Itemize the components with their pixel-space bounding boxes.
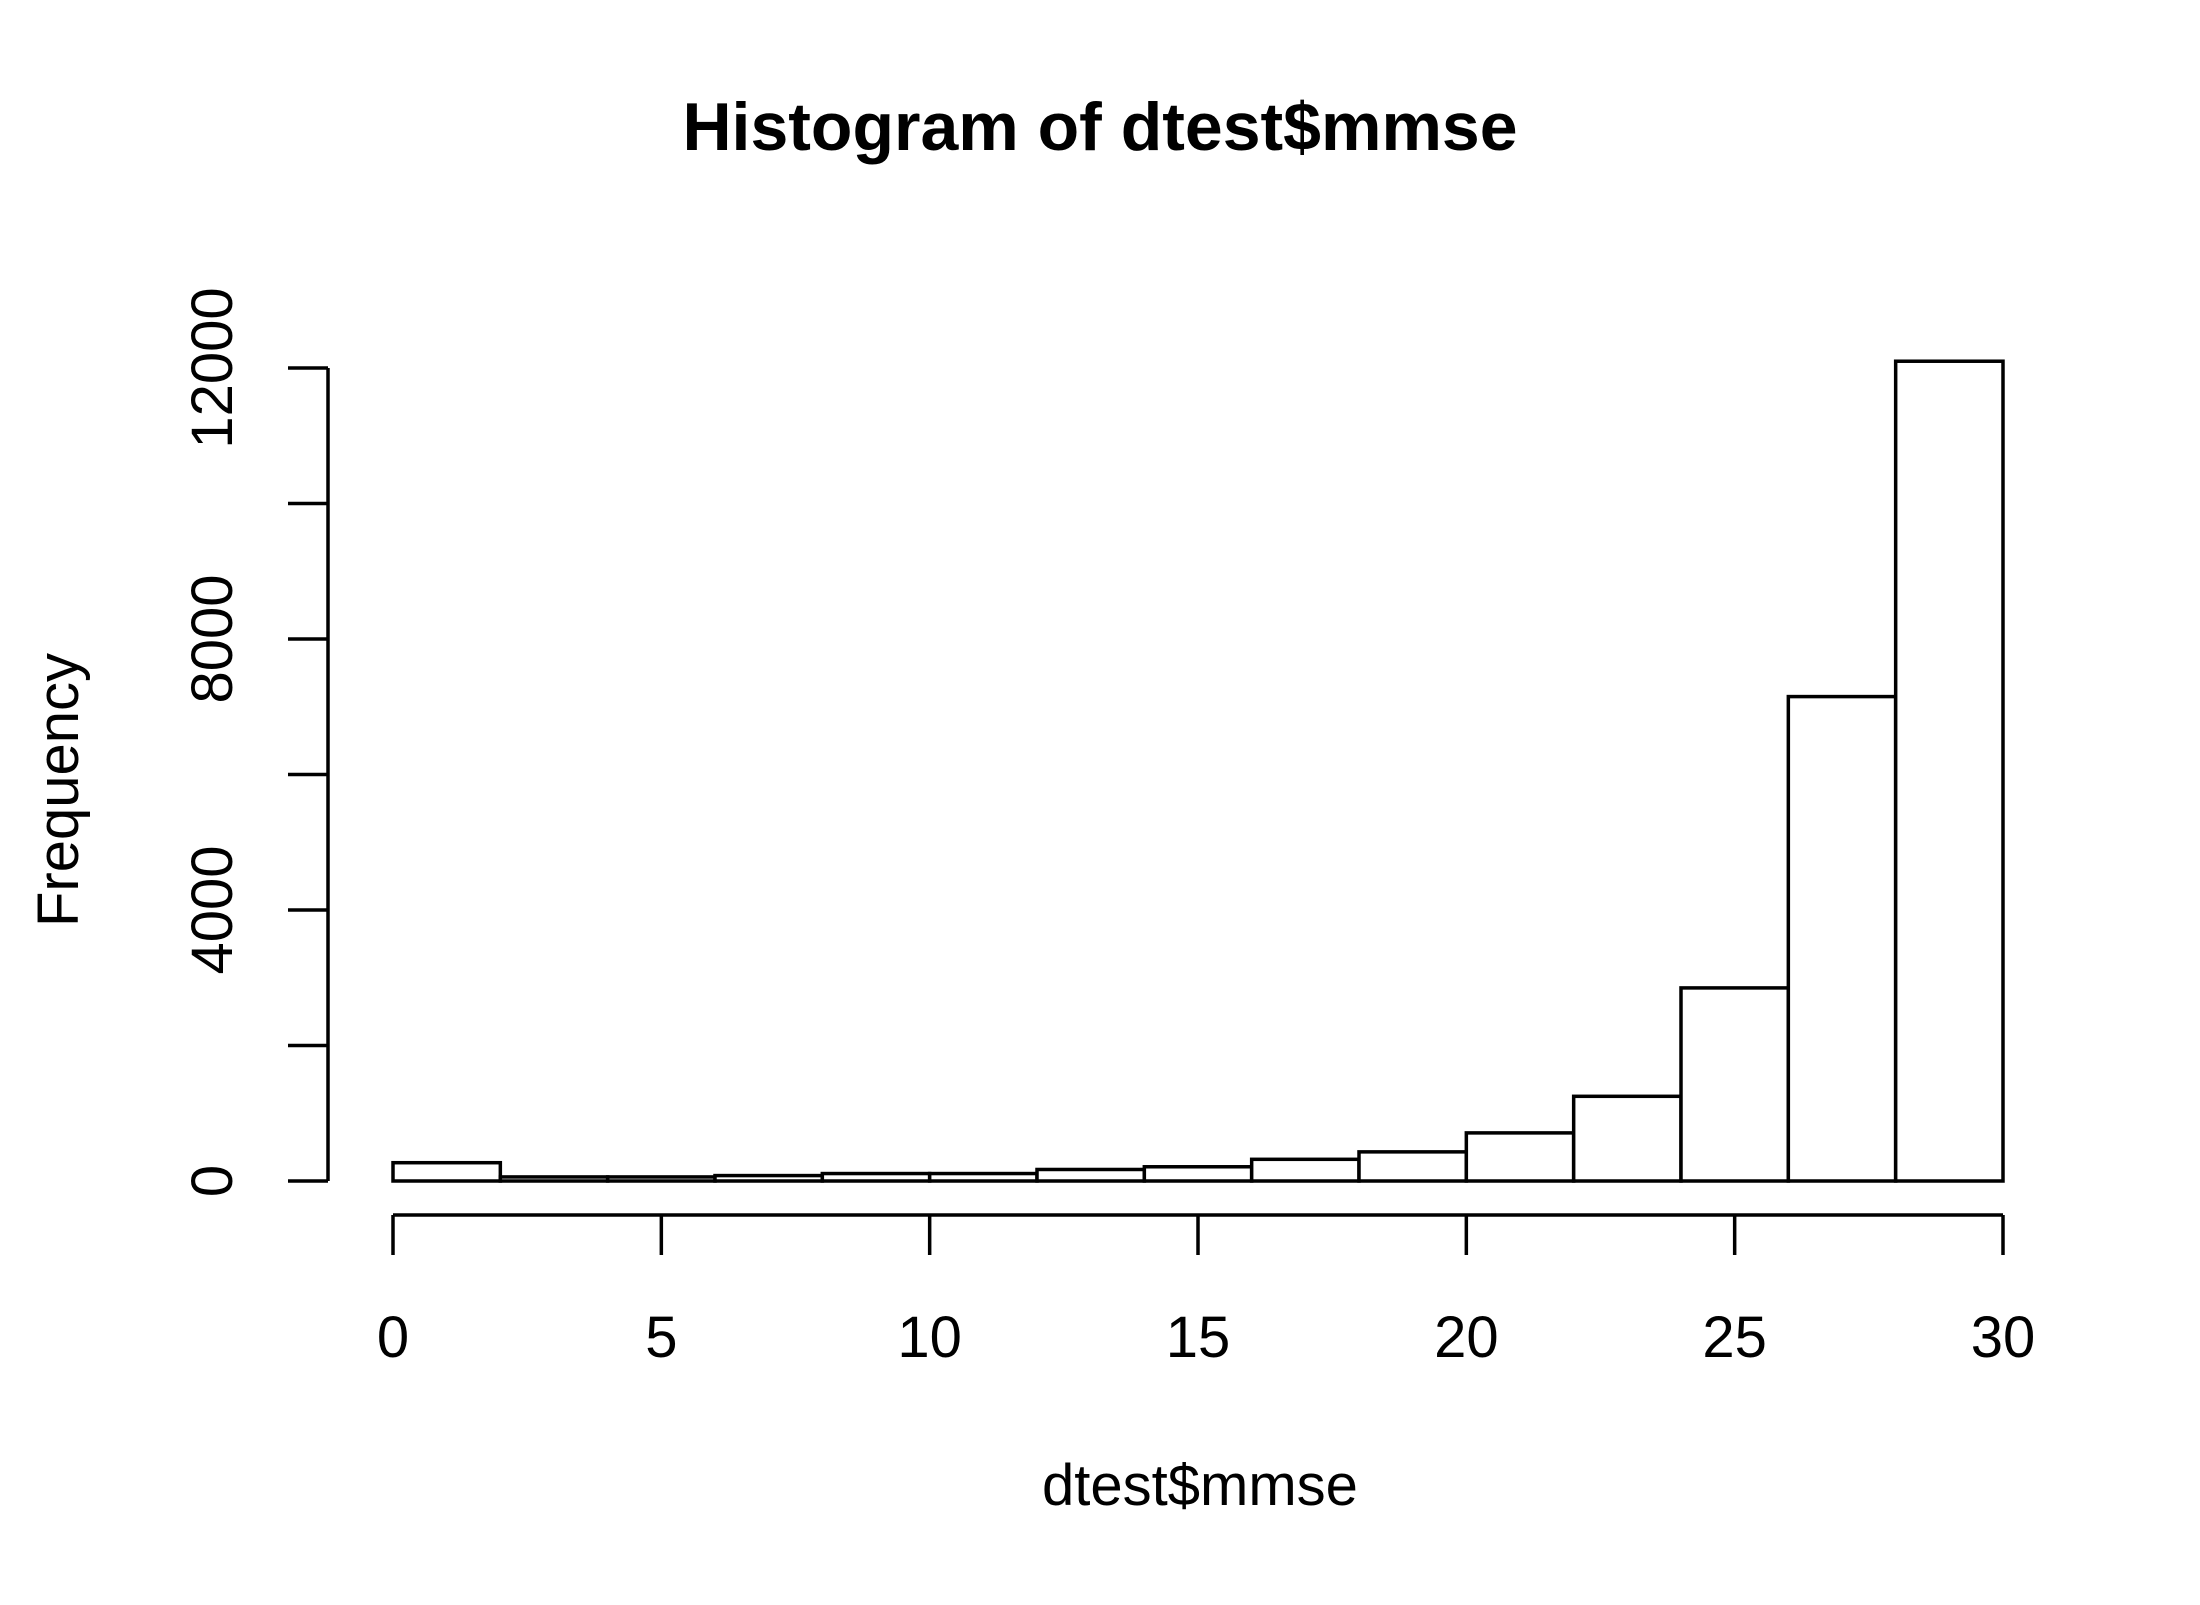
y-tick-label-4: 8000: [180, 574, 245, 703]
histogram-bar-11: [1571, 1094, 1683, 1183]
x-tick-label-5: 25: [1702, 1305, 1767, 1370]
histogram-bar-14: [1893, 359, 2005, 1183]
x-tick-label-3: 15: [1166, 1305, 1231, 1370]
y-tick-label-0: 0: [180, 1165, 245, 1197]
histogram-bar-6: [1035, 1167, 1147, 1183]
histogram-bar-1: [498, 1175, 610, 1183]
histogram-bar-12: [1679, 986, 1791, 1183]
chart-title: Histogram of dtest$mmse: [682, 89, 1517, 165]
x-tick-label-6: 30: [1971, 1305, 2036, 1370]
y-axis: 0 4000 8000 12000: [180, 287, 330, 1197]
x-tick-label-2: 10: [897, 1305, 962, 1370]
histogram-bar-7: [1142, 1165, 1254, 1183]
x-axis-title: dtest$mmse: [1042, 1453, 1358, 1518]
histogram-bar-13: [1786, 694, 1898, 1183]
histogram-bar-10: [1464, 1131, 1576, 1183]
x-tick-label-4: 20: [1434, 1305, 1499, 1370]
y-axis-title: Frequency: [26, 653, 91, 927]
histogram-bar-4: [820, 1171, 932, 1183]
x-tick-label-0: 0: [377, 1305, 409, 1370]
x-tick-label-1: 5: [645, 1305, 677, 1370]
histogram-bar-8: [1249, 1157, 1361, 1183]
histogram-bar-3: [713, 1173, 825, 1183]
y-tick-label-2: 4000: [180, 845, 245, 974]
histogram-bar-2: [605, 1175, 717, 1183]
histogram-bar-5: [927, 1171, 1039, 1183]
histogram-bars: [391, 359, 2005, 1183]
y-tick-label-6: 12000: [180, 287, 245, 448]
histogram-bar-0: [391, 1160, 503, 1183]
histogram-bar-9: [1357, 1150, 1469, 1183]
x-axis: 0 5 10 15 20 25 30: [377, 1213, 2036, 1370]
